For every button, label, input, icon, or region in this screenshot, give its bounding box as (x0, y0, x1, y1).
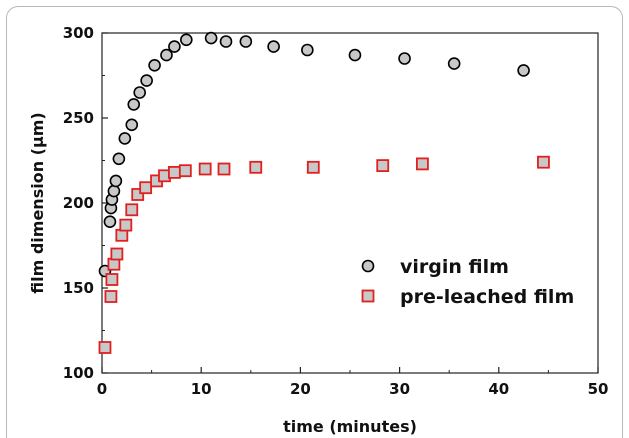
data-point-circle (301, 43, 314, 57)
data-point-square (416, 157, 429, 171)
data-point-circle (133, 86, 146, 99)
y-tick-label: 150 (63, 279, 94, 297)
series-virgin-film (98, 31, 530, 278)
figure-frame (6, 6, 623, 438)
data-point-square (125, 203, 139, 217)
legend-marker (361, 289, 375, 303)
plot-area (101, 32, 599, 374)
data-point-square (168, 165, 181, 179)
data-point-circle (239, 35, 253, 48)
data-point-circle (103, 215, 117, 228)
data-point-square (105, 273, 119, 286)
data-point-circle (140, 74, 153, 87)
data-point-square (178, 164, 192, 178)
data-point-circle (127, 98, 141, 111)
data-point-circle (168, 40, 181, 53)
data-point-circle (219, 35, 233, 48)
x-tick-label: 40 (488, 380, 509, 398)
x-tick-label: 0 (97, 380, 107, 398)
y-tick-label: 300 (63, 24, 94, 42)
y-tick-label: 100 (63, 364, 94, 382)
data-point-square (110, 247, 124, 261)
y-tick-label: 250 (63, 109, 94, 127)
data-point-circle (447, 57, 461, 70)
data-point-circle (125, 118, 139, 132)
x-tick-label: 20 (290, 380, 311, 398)
data-point-square (217, 162, 231, 176)
data-point-square (131, 188, 145, 201)
legend-marker (361, 259, 375, 273)
legend: virgin film pre-leached film (361, 256, 574, 308)
data-point-square (537, 155, 550, 169)
data-point-circle (160, 48, 173, 62)
data-point-square (249, 160, 263, 174)
data-point-circle (180, 33, 193, 47)
data-point-square (119, 218, 133, 232)
data-point-circle (204, 31, 218, 45)
series-pre-leached-film (98, 155, 550, 354)
x-tick-label: 10 (191, 380, 212, 398)
data-point-square (198, 162, 212, 176)
legend-item: virgin film (361, 256, 509, 278)
data-point-square (139, 181, 153, 195)
data-point-circle (398, 52, 411, 65)
plot-border (101, 32, 599, 374)
data-point-circle (107, 184, 121, 198)
data-point-square (306, 160, 320, 174)
data-point-circle (118, 132, 132, 145)
data-point-circle (109, 174, 123, 188)
data-points (98, 31, 550, 354)
data-point-circle (112, 152, 126, 166)
data-point-circle (267, 40, 280, 53)
x-axis: 0 10 20 30 40 50 (97, 367, 609, 398)
legend-label: pre-leached film (400, 286, 574, 308)
data-point-square (376, 159, 390, 173)
x-tick-label: 50 (588, 380, 609, 398)
legend-item: pre-leached film (361, 286, 574, 308)
legend-label: virgin film (400, 256, 509, 278)
data-point-square (104, 290, 118, 303)
y-axis: 100 150 200 250 300 (63, 24, 108, 382)
x-tick-label: 30 (389, 380, 410, 398)
y-axis-title: film dimension (µm) (28, 112, 47, 293)
data-point-circle (517, 64, 530, 77)
data-point-circle (148, 59, 161, 72)
data-point-circle (348, 48, 362, 62)
x-axis-title: time (minutes) (283, 417, 417, 436)
y-tick-label: 200 (63, 194, 94, 212)
data-point-square (98, 341, 112, 354)
